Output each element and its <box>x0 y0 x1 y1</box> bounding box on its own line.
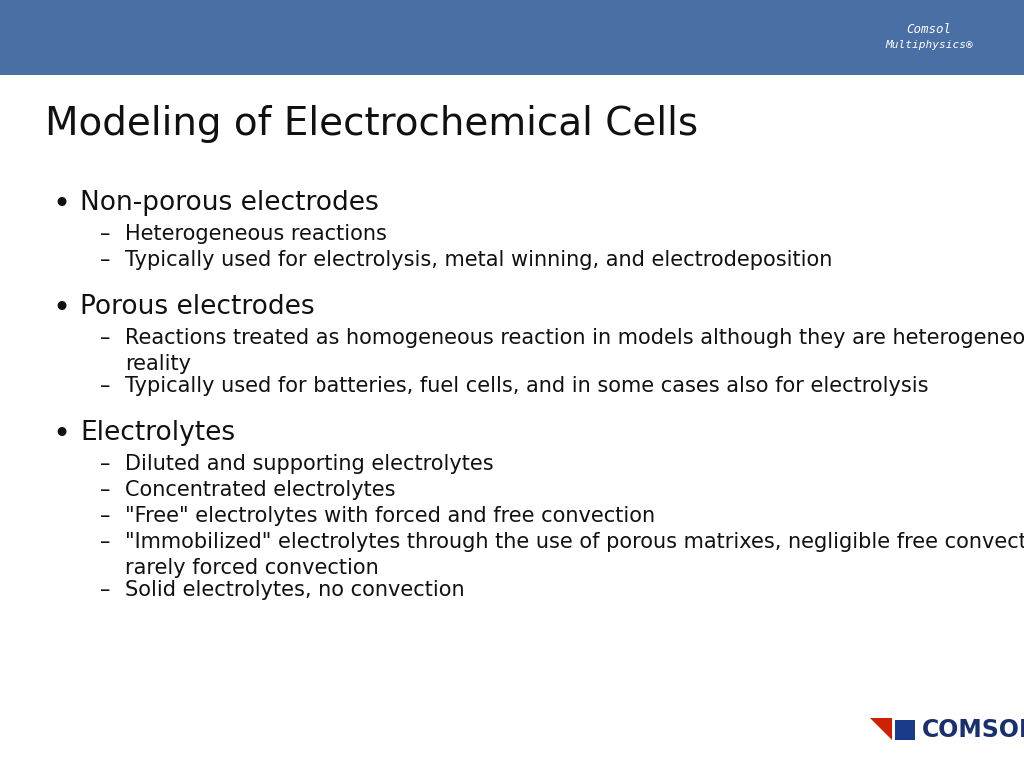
Text: –: – <box>100 480 111 500</box>
Text: Typically used for electrolysis, metal winning, and electrodeposition: Typically used for electrolysis, metal w… <box>125 250 833 270</box>
Text: Electrolytes: Electrolytes <box>80 420 236 446</box>
Text: –: – <box>100 376 111 396</box>
Text: –: – <box>100 454 111 474</box>
Text: Modeling of Electrochemical Cells: Modeling of Electrochemical Cells <box>45 105 698 143</box>
Text: –: – <box>100 506 111 526</box>
Text: –: – <box>100 224 111 244</box>
Text: reality: reality <box>125 354 191 374</box>
Text: Solid electrolytes, no convection: Solid electrolytes, no convection <box>125 580 465 600</box>
Text: –: – <box>100 532 111 552</box>
Text: Diluted and supporting electrolytes: Diluted and supporting electrolytes <box>125 454 494 474</box>
Text: Reactions treated as homogeneous reaction in models although they are heterogene: Reactions treated as homogeneous reactio… <box>125 328 1024 348</box>
Text: Multiphysics®: Multiphysics® <box>885 41 973 51</box>
Text: –: – <box>100 250 111 270</box>
Text: "Immobilized" electrolytes through the use of porous matrixes, negligible free c: "Immobilized" electrolytes through the u… <box>125 532 1024 552</box>
Text: Porous electrodes: Porous electrodes <box>80 294 314 320</box>
Text: Comsol: Comsol <box>906 23 951 36</box>
Text: Concentrated electrolytes: Concentrated electrolytes <box>125 480 395 500</box>
Text: Typically used for batteries, fuel cells, and in some cases also for electrolysi: Typically used for batteries, fuel cells… <box>125 376 929 396</box>
Text: Non-porous electrodes: Non-porous electrodes <box>80 190 379 216</box>
Text: •: • <box>52 420 70 449</box>
Text: Heterogeneous reactions: Heterogeneous reactions <box>125 224 387 244</box>
Text: rarely forced convection: rarely forced convection <box>125 558 379 578</box>
Text: •: • <box>52 294 70 323</box>
Text: •: • <box>52 190 70 219</box>
Text: –: – <box>100 580 111 600</box>
Text: "Free" electrolytes with forced and free convection: "Free" electrolytes with forced and free… <box>125 506 655 526</box>
Bar <box>895 720 915 740</box>
Text: COMSOL: COMSOL <box>922 718 1024 742</box>
Text: –: – <box>100 328 111 348</box>
Polygon shape <box>870 718 892 740</box>
Bar <box>0 0 1024 75</box>
